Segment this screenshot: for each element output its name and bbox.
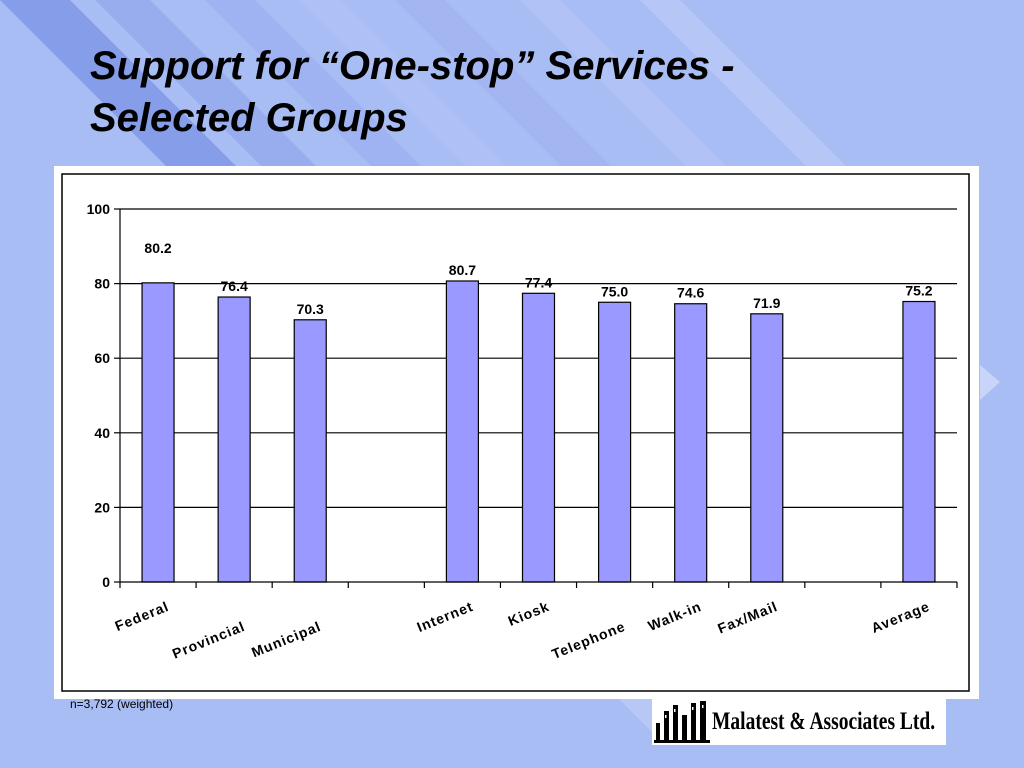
bar-internet bbox=[445, 280, 480, 583]
y-tick-label-60: 60 bbox=[94, 350, 110, 366]
bar-average bbox=[902, 300, 936, 583]
value-label-telephone: 75.0 bbox=[601, 283, 628, 299]
value-label-municipal: 70.3 bbox=[297, 301, 324, 317]
value-label-average: 75.2 bbox=[905, 283, 932, 299]
y-tick-label-40: 40 bbox=[94, 425, 110, 441]
value-label-walk-in: 74.6 bbox=[677, 285, 704, 301]
footnote-sample-size: n=3,792 (weighted) bbox=[70, 697, 174, 711]
bar-provincial bbox=[217, 296, 251, 583]
value-label-provincial: 76.4 bbox=[221, 278, 248, 294]
background-arrow bbox=[980, 365, 1000, 400]
value-label-federal: 80.2 bbox=[144, 240, 171, 256]
y-tick-label-80: 80 bbox=[94, 276, 110, 292]
bar-federal bbox=[141, 282, 175, 583]
bar-municipal bbox=[293, 319, 327, 583]
value-label-fax-mail: 71.9 bbox=[753, 295, 780, 311]
value-label-internet: 80.7 bbox=[449, 262, 476, 278]
y-tick-label-20: 20 bbox=[94, 499, 110, 515]
slide-title-line-2: Selected Groups bbox=[90, 96, 408, 140]
chart-frame: 0 20 40 60 80 100 80.2 Federal 76.4 Provincial 70… bbox=[54, 166, 979, 699]
bar-walk-in bbox=[674, 303, 708, 583]
company-logo: Malatest & Associates Ltd. bbox=[652, 697, 946, 745]
value-label-kiosk: 77.4 bbox=[525, 274, 552, 290]
slide-title: Support for “One-stop” Services - Select… bbox=[90, 40, 970, 144]
bar-kiosk bbox=[521, 292, 556, 583]
y-tick-label-0: 0 bbox=[102, 574, 110, 590]
building-logo-icon bbox=[654, 701, 710, 743]
bar-telephone bbox=[597, 301, 632, 583]
y-tick-label-100: 100 bbox=[87, 201, 111, 217]
slide-title-line-1: Support for “One-stop” Services - bbox=[90, 44, 735, 88]
logo-text: Malatest & Associates Ltd. bbox=[712, 708, 936, 735]
bar-fax-mail bbox=[750, 313, 784, 583]
